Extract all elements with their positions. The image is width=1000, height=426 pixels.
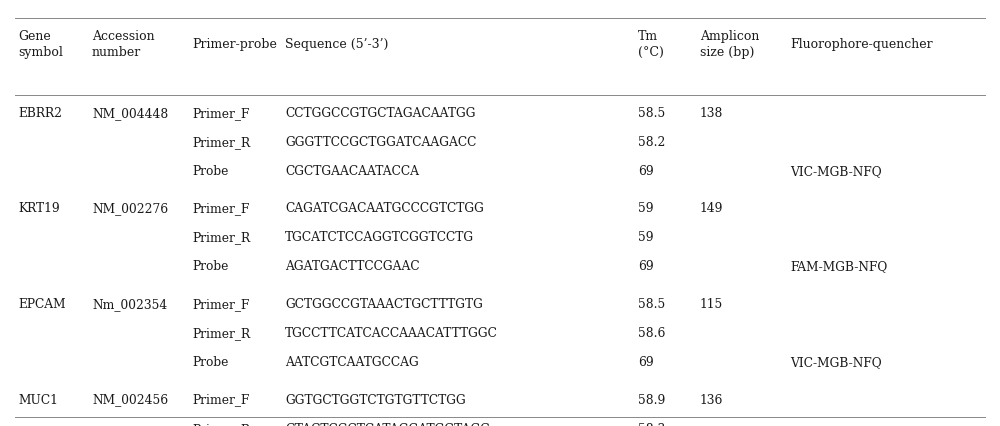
Text: Probe: Probe: [192, 164, 228, 177]
Text: TGCCTTCATCACCAAACATTTGGC: TGCCTTCATCACCAAACATTTGGC: [285, 326, 498, 339]
Text: 115: 115: [700, 297, 723, 310]
Text: Nm_002354: Nm_002354: [92, 297, 167, 310]
Text: NM_002456: NM_002456: [92, 393, 168, 406]
Text: 59: 59: [638, 202, 654, 215]
Text: CCTGGCCGTGCTAGACAATGG: CCTGGCCGTGCTAGACAATGG: [285, 106, 476, 119]
Text: Accession
number: Accession number: [92, 30, 155, 59]
Text: VIC-MGB-NFQ: VIC-MGB-NFQ: [790, 355, 882, 368]
Text: Primer_R: Primer_R: [192, 326, 250, 339]
Text: Amplicon
size (bp): Amplicon size (bp): [700, 30, 759, 59]
Text: 136: 136: [700, 393, 723, 406]
Text: 58.2: 58.2: [638, 135, 665, 148]
Text: GGGTTCCGCTGGATCAAGACC: GGGTTCCGCTGGATCAAGACC: [285, 135, 476, 148]
Text: AGATGACTTCCGAAC: AGATGACTTCCGAAC: [285, 260, 420, 273]
Text: Primer_F: Primer_F: [192, 297, 249, 310]
Text: 138: 138: [700, 106, 723, 119]
Text: GTACTCGCTCATAGGATGGTAGG: GTACTCGCTCATAGGATGGTAGG: [285, 422, 490, 426]
Text: Primer_R: Primer_R: [192, 135, 250, 148]
Text: 69: 69: [638, 260, 654, 273]
Text: Primer_R: Primer_R: [192, 231, 250, 244]
Text: Primer-probe: Primer-probe: [192, 38, 277, 51]
Text: 69: 69: [638, 164, 654, 177]
Text: 58.3: 58.3: [638, 422, 665, 426]
Text: CGCTGAACAATACCA: CGCTGAACAATACCA: [285, 164, 419, 177]
Text: EPCAM: EPCAM: [18, 297, 66, 310]
Text: Primer_R: Primer_R: [192, 422, 250, 426]
Text: MUC1: MUC1: [18, 393, 58, 406]
Text: 58.9: 58.9: [638, 393, 665, 406]
Text: 59: 59: [638, 231, 654, 244]
Text: 69: 69: [638, 355, 654, 368]
Text: EBRR2: EBRR2: [18, 106, 62, 119]
Text: Primer_F: Primer_F: [192, 202, 249, 215]
Text: GGTGCTGGTCTGTGTTCTGG: GGTGCTGGTCTGTGTTCTGG: [285, 393, 466, 406]
Text: AATCGTCAATGCCAG: AATCGTCAATGCCAG: [285, 355, 419, 368]
Text: Primer_F: Primer_F: [192, 393, 249, 406]
Text: KRT19: KRT19: [18, 202, 60, 215]
Text: Sequence (5’-3’): Sequence (5’-3’): [285, 38, 388, 51]
Text: VIC-MGB-NFQ: VIC-MGB-NFQ: [790, 164, 882, 177]
Text: FAM-MGB-NFQ: FAM-MGB-NFQ: [790, 260, 887, 273]
Text: Probe: Probe: [192, 355, 228, 368]
Text: Tm
(°C): Tm (°C): [638, 30, 664, 59]
Text: Fluorophore-quencher: Fluorophore-quencher: [790, 38, 933, 51]
Text: GCTGGCCGTAAACTGCTTTGTG: GCTGGCCGTAAACTGCTTTGTG: [285, 297, 483, 310]
Text: 149: 149: [700, 202, 724, 215]
Text: NM_002276: NM_002276: [92, 202, 168, 215]
Text: Probe: Probe: [192, 260, 228, 273]
Text: CAGATCGACAATGCCCGTCTGG: CAGATCGACAATGCCCGTCTGG: [285, 202, 484, 215]
Text: Primer_F: Primer_F: [192, 106, 249, 119]
Text: 58.6: 58.6: [638, 326, 665, 339]
Text: 58.5: 58.5: [638, 297, 665, 310]
Text: 58.5: 58.5: [638, 106, 665, 119]
Text: Gene
symbol: Gene symbol: [18, 30, 63, 59]
Text: NM_004448: NM_004448: [92, 106, 168, 119]
Text: TGCATCTCCAGGTCGGTCCTG: TGCATCTCCAGGTCGGTCCTG: [285, 231, 474, 244]
